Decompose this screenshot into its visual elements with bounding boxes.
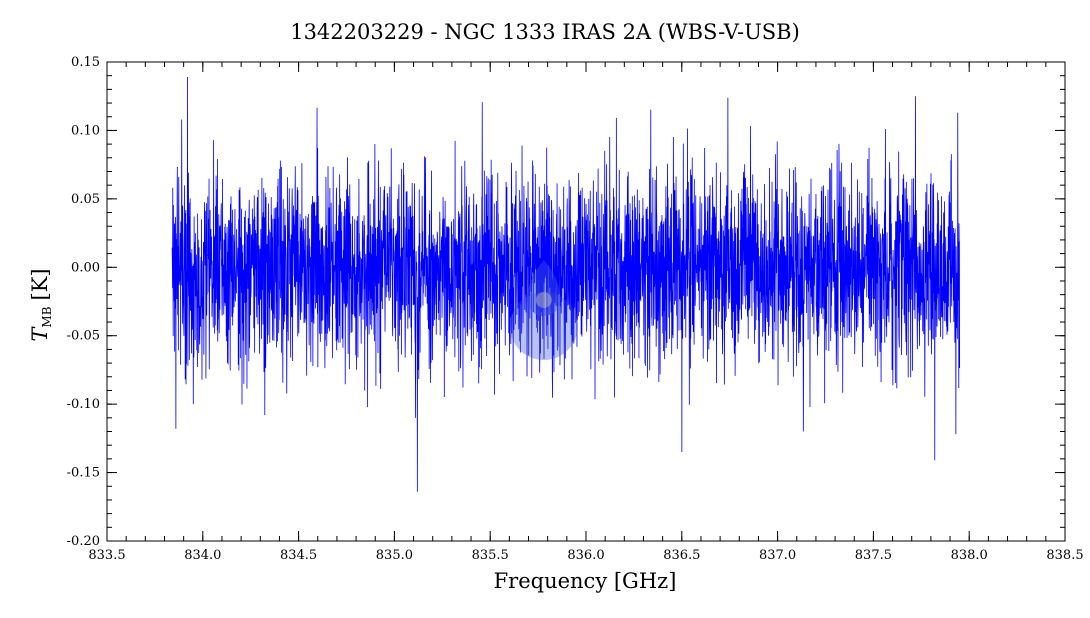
- x-tick-label: 835.0: [376, 548, 413, 563]
- series-spectrum: [171, 77, 961, 492]
- marker-halo: [509, 292, 578, 361]
- y-tick-label: -0.10: [67, 397, 100, 412]
- x-axis-label: Frequency [GHz]: [494, 569, 677, 593]
- x-tick-label: 833.5: [88, 548, 125, 563]
- plot-axes: 833.5 834.0 834.5 835.0 835.5 836.0 836.5 837.0…: [67, 55, 1084, 563]
- y-tick-label: -0.05: [67, 329, 100, 344]
- svg-text:TMB[K]: TMB [K]: [28, 268, 54, 341]
- y-tick-label: 0.15: [71, 55, 100, 70]
- chart-title: 1342203229 - NGC 1333 IRAS 2A (WBS-V-USB…: [290, 20, 800, 44]
- y-axis-label: TMB [K]: [28, 268, 54, 341]
- y-tick-label: 0.00: [71, 260, 100, 275]
- y-axis-subscript: MB: [40, 306, 54, 327]
- marker-pin: [527, 260, 561, 317]
- x-tick-label: 834.0: [184, 548, 221, 563]
- spectrum-line: [171, 77, 961, 492]
- x-tick-label: 835.5: [472, 548, 509, 563]
- overlay-marker: [509, 260, 578, 361]
- x-tick-label: 837.0: [759, 548, 796, 563]
- y-axis-unit: [K]: [28, 268, 52, 300]
- x-tick-label: 838.5: [1046, 548, 1083, 563]
- y-tick-label: -0.15: [67, 466, 100, 481]
- y-tick-label: 0.05: [71, 192, 100, 207]
- y-axis-symbol: T: [28, 326, 52, 342]
- marker-core: [535, 292, 552, 309]
- y-tick-label: 0.10: [71, 123, 100, 138]
- x-tick-label: 838.0: [951, 548, 988, 563]
- x-tick-label: 834.5: [280, 548, 317, 563]
- y-tick-label: -0.20: [67, 534, 100, 549]
- x-tick-label: 836.5: [663, 548, 700, 563]
- x-tick-label: 837.5: [855, 548, 892, 563]
- x-tick-label: 836.0: [567, 548, 604, 563]
